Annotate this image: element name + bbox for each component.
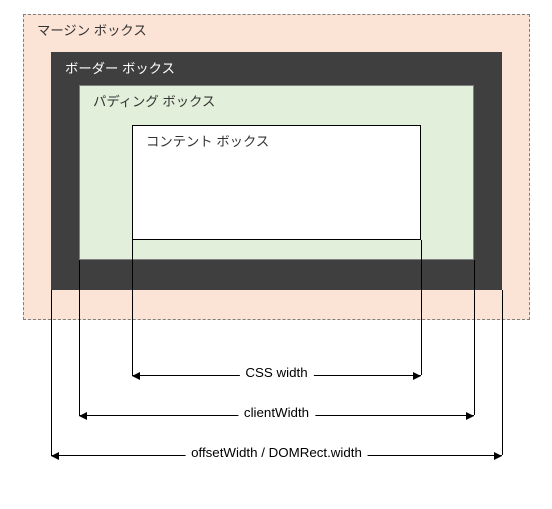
dim-offsetWidth-riser-left (51, 290, 52, 455)
dim-clientWidth-line: clientWidth (79, 415, 474, 416)
content-box-label: コンテント ボックス (146, 131, 269, 150)
dim-css_width-label: CSS width (239, 365, 313, 380)
dim-clientWidth-riser-left (79, 260, 80, 415)
padding-box-label: パディング ボックス (93, 91, 215, 110)
dim-css_width-line: CSS width (132, 375, 421, 376)
dim-offsetWidth-line: offsetWidth / DOMRect.width (51, 455, 502, 456)
dim-css_width-riser-left (132, 240, 133, 375)
dim-clientWidth-riser-right (474, 260, 475, 415)
border-box-label: ボーダー ボックス (65, 58, 175, 77)
dim-clientWidth-label: clientWidth (238, 405, 315, 420)
dim-offsetWidth-riser-right (502, 290, 503, 455)
dim-offsetWidth-label: offsetWidth / DOMRect.width (185, 445, 368, 460)
margin-box-label: マージン ボックス (37, 20, 147, 39)
dim-css_width-riser-right (421, 240, 422, 375)
